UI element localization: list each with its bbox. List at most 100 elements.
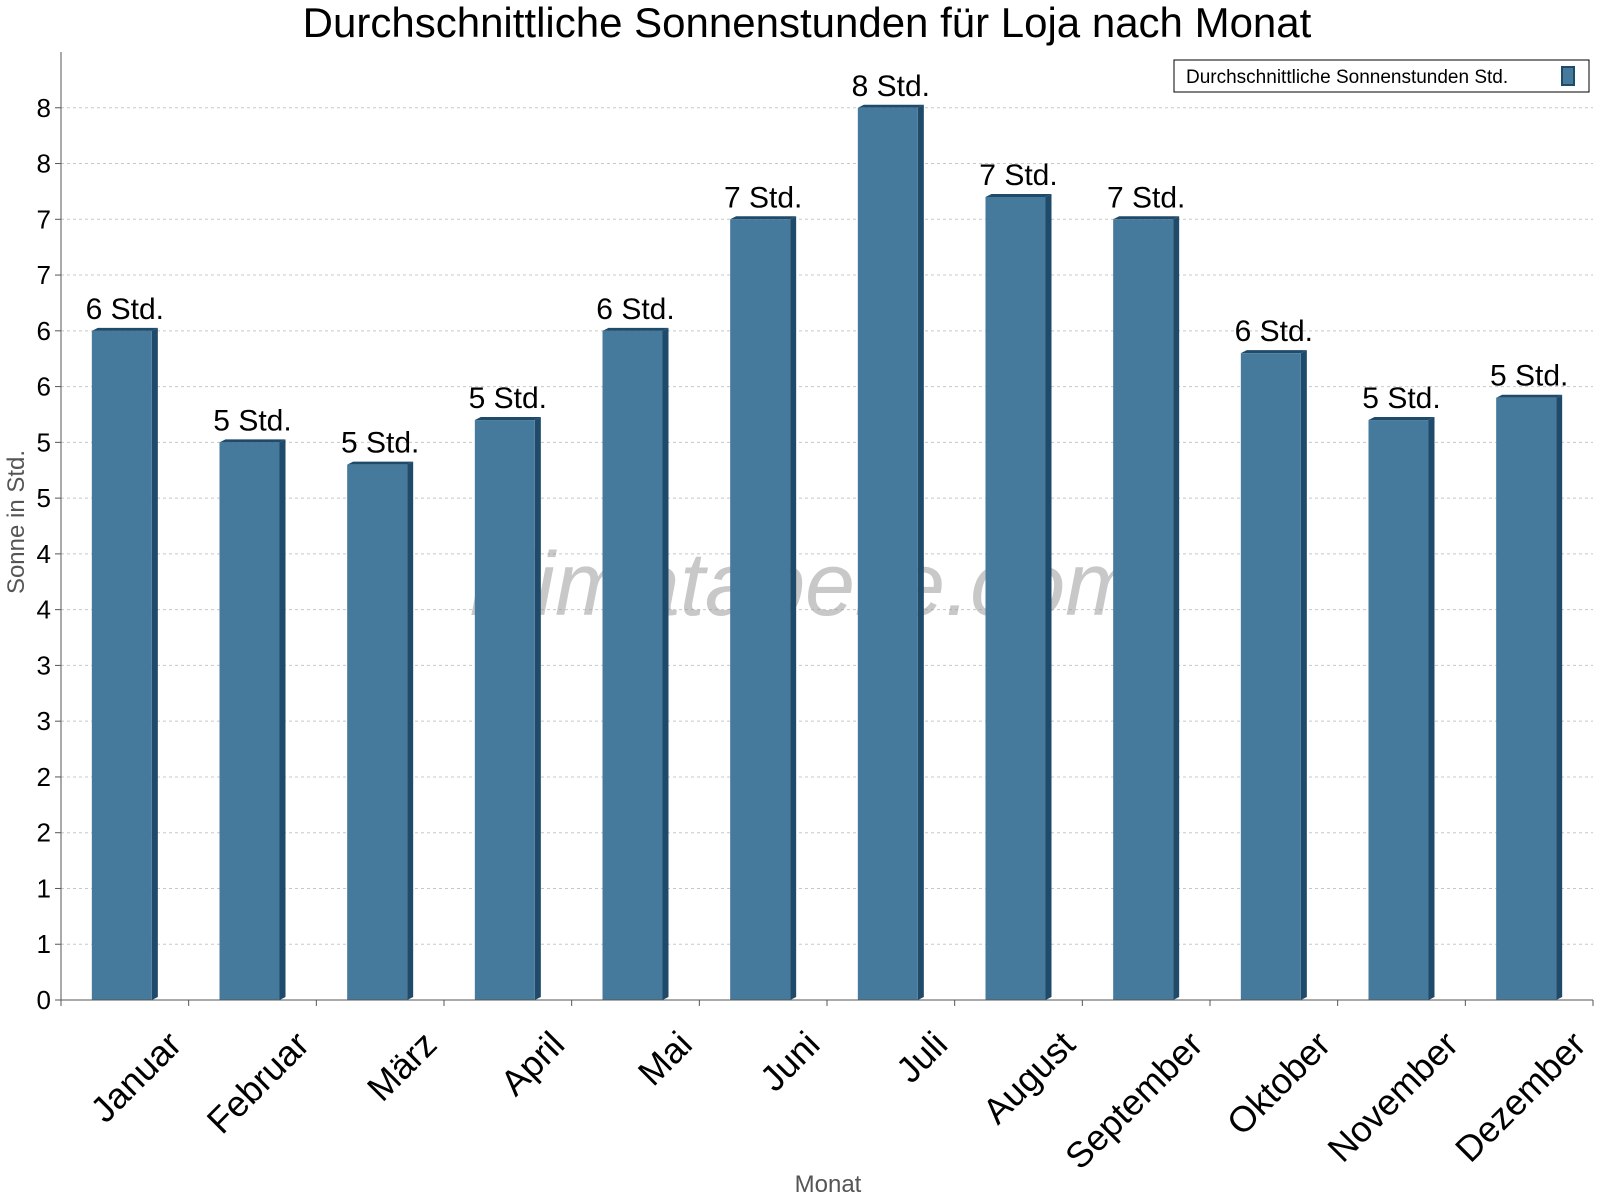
bar-side xyxy=(534,417,541,1000)
bar-side xyxy=(151,327,158,1001)
bar-top xyxy=(1113,216,1180,220)
x-tick-label: August xyxy=(975,1023,1083,1131)
bar-top xyxy=(1496,394,1563,398)
bar-top xyxy=(219,439,286,443)
legend-box xyxy=(1173,59,1590,93)
data-label: 5 Std. xyxy=(1490,360,1568,393)
y-tick-label: 7 xyxy=(37,204,51,234)
data-label: 7 Std. xyxy=(724,181,802,214)
y-tick-label: 0 xyxy=(37,985,51,1015)
y-tick-label: 8 xyxy=(37,93,51,123)
y-axis-title: Sonne in Std. xyxy=(3,450,30,594)
bar-top xyxy=(474,417,541,421)
y-tick-label: 3 xyxy=(37,650,51,680)
bar-side xyxy=(662,327,669,1001)
legend-swatch xyxy=(1561,66,1575,86)
x-tick-label: Juni xyxy=(752,1023,828,1099)
y-tick-label: 3 xyxy=(37,706,51,736)
bar-side xyxy=(1556,394,1563,1000)
bar xyxy=(1240,350,1307,1001)
data-label: 5 Std. xyxy=(1362,382,1440,415)
bar-front xyxy=(1496,397,1557,1000)
bar-front xyxy=(474,420,535,1000)
bar xyxy=(1496,394,1563,1000)
bar xyxy=(857,104,924,1000)
bar-top xyxy=(1240,350,1307,354)
bar-front xyxy=(730,219,791,1000)
bars-layer xyxy=(91,104,1563,1001)
y-tick-label: 6 xyxy=(37,372,51,402)
data-label: 5 Std. xyxy=(341,427,419,460)
bar-top xyxy=(857,104,924,108)
bar-side xyxy=(1045,193,1052,1001)
grid-layer xyxy=(61,107,1593,945)
bar-side xyxy=(1428,417,1435,1000)
chart-title: Durchschnittliche Sonnenstunden für Loja… xyxy=(303,0,1312,46)
x-tick-label: Mai xyxy=(630,1023,700,1093)
y-tick-label: 4 xyxy=(37,539,51,569)
bar xyxy=(602,327,669,1001)
bar-side xyxy=(917,104,924,1000)
data-label: 7 Std. xyxy=(979,159,1057,192)
y-tick-label: 5 xyxy=(37,483,51,513)
bar xyxy=(730,216,797,1000)
bar-top xyxy=(1368,417,1435,421)
x-tick-label: November xyxy=(1319,1023,1465,1169)
y-tick-label: 1 xyxy=(37,929,51,959)
bar-front xyxy=(857,107,918,1000)
y-tick-label: 2 xyxy=(37,818,51,848)
bar-front xyxy=(985,196,1046,1001)
y-tick-label: 1 xyxy=(37,873,51,903)
data-label: 5 Std. xyxy=(469,382,547,415)
bar-side xyxy=(279,439,286,1001)
legend: Durchschnittliche Sonnenstunden Std. xyxy=(1173,59,1590,93)
bar-side xyxy=(1173,216,1180,1000)
bar xyxy=(985,193,1052,1001)
y-tick-label: 2 xyxy=(37,762,51,792)
bar-top xyxy=(347,461,414,465)
bar-front xyxy=(347,464,408,1000)
x-tick-label: Februar xyxy=(199,1023,317,1141)
x-tick-label: Oktober xyxy=(1219,1023,1339,1143)
bar xyxy=(1368,417,1435,1000)
bar-side xyxy=(790,216,797,1000)
y-tick-label: 5 xyxy=(37,427,51,457)
bar xyxy=(219,439,286,1001)
data-label: 6 Std. xyxy=(596,293,674,326)
x-tick-label: Juli xyxy=(888,1023,955,1090)
bar xyxy=(474,417,541,1000)
y-tick-label: 4 xyxy=(37,595,51,625)
bar-top xyxy=(602,327,669,331)
data-label: 6 Std. xyxy=(1235,315,1313,348)
bar-front xyxy=(602,330,663,1001)
bar xyxy=(91,327,158,1001)
data-label: 5 Std. xyxy=(213,404,291,437)
data-label: 8 Std. xyxy=(852,70,930,103)
bar-front xyxy=(91,330,152,1001)
bar-front xyxy=(1368,420,1429,1000)
bar-top xyxy=(91,327,158,331)
x-tick-label: Januar xyxy=(82,1023,189,1130)
bar-front xyxy=(219,442,280,1001)
x-tick-label: Dezember xyxy=(1447,1023,1593,1169)
data-label: 6 Std. xyxy=(86,293,164,326)
x-axis-title: Monat xyxy=(795,1171,862,1198)
axes-layer: 0 1 1 2 2 3 3 4 4 5 5 6 6 7 7 8 8 xyxy=(37,52,1594,1015)
data-label: 7 Std. xyxy=(1107,181,1185,214)
bar-side xyxy=(1300,350,1307,1001)
bar-top xyxy=(730,216,797,220)
bar-front xyxy=(1113,219,1174,1000)
bar-top xyxy=(985,193,1052,197)
bar-side xyxy=(407,461,414,1000)
y-tick-label: 8 xyxy=(37,149,51,179)
x-tick-label: April xyxy=(492,1023,572,1103)
bar xyxy=(1113,216,1180,1000)
bar xyxy=(347,461,414,1000)
bar-front xyxy=(1240,353,1301,1001)
y-tick-label: 7 xyxy=(37,260,51,290)
x-tick-label: März xyxy=(359,1023,445,1109)
x-tick-label: September xyxy=(1057,1023,1211,1177)
y-tick-label: 6 xyxy=(37,316,51,346)
